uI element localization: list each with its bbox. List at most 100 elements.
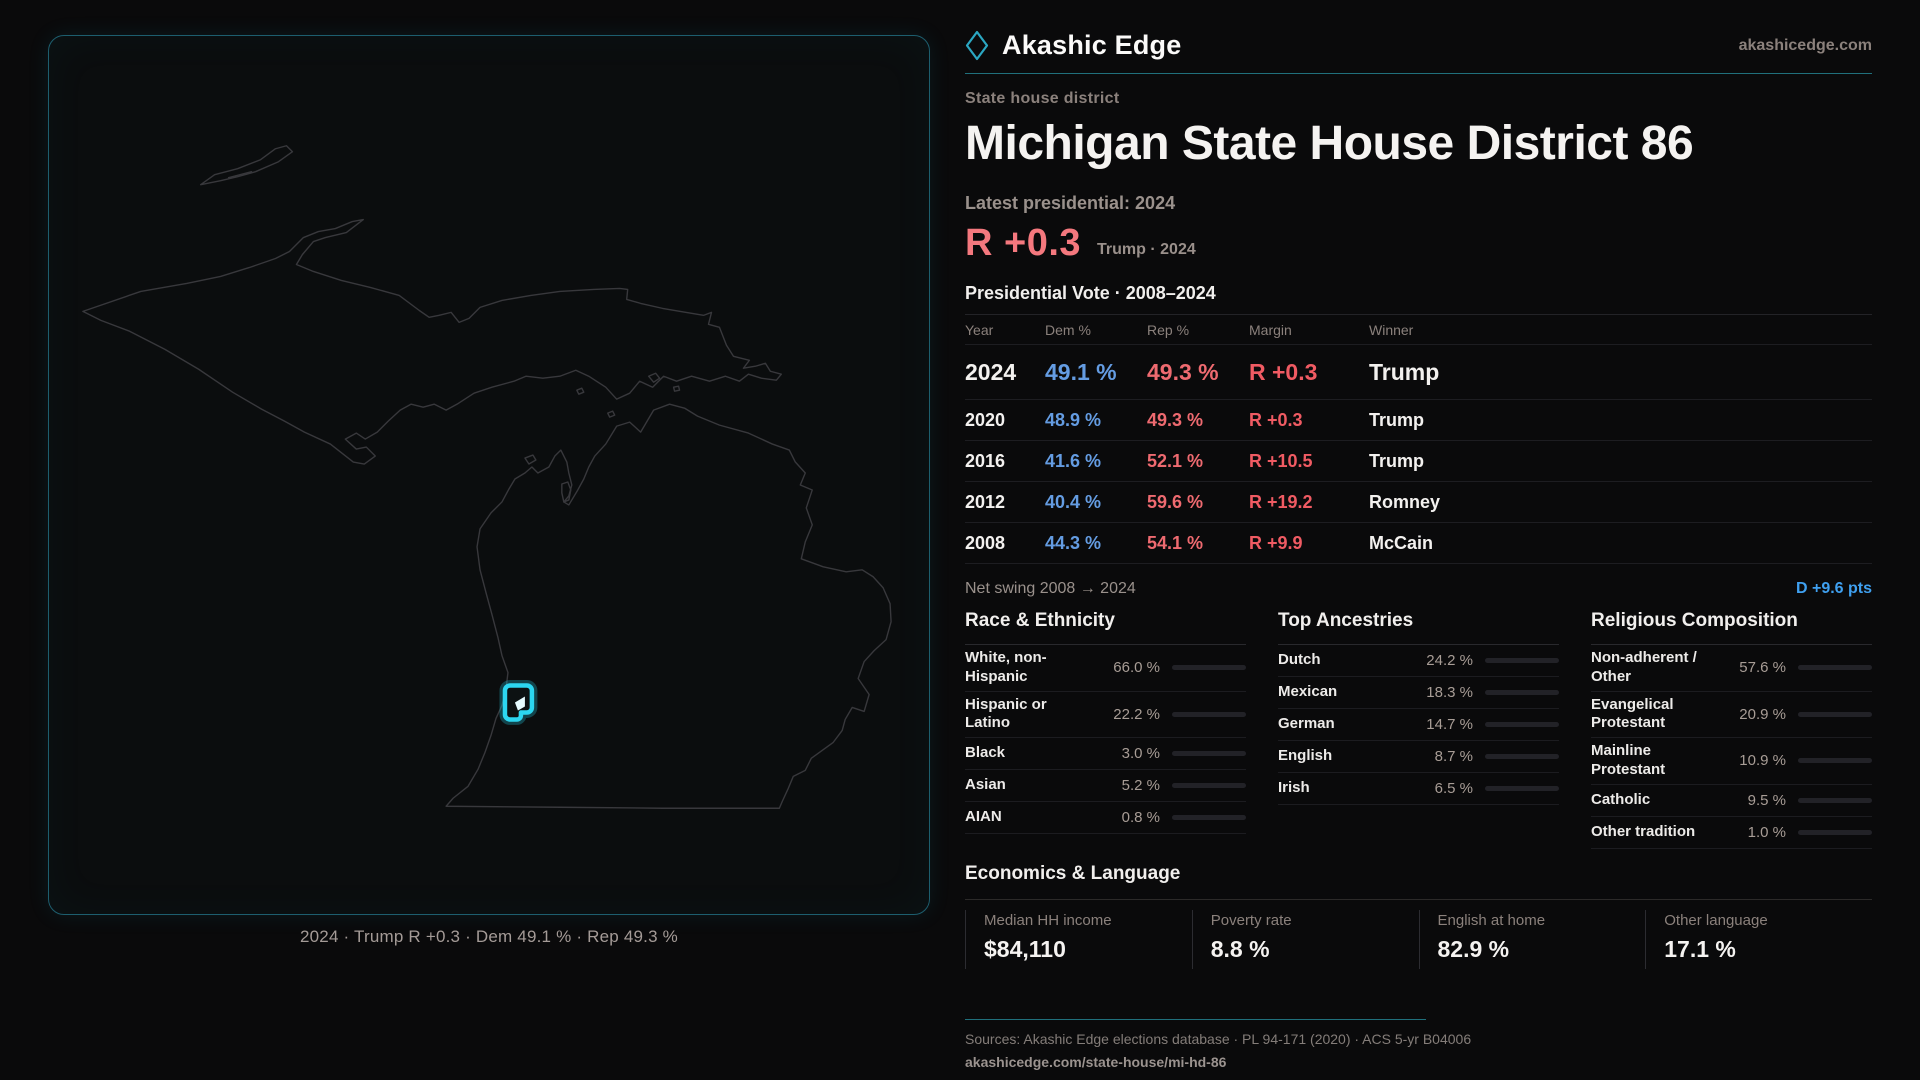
ancestry-row-value: 6.5 % bbox=[1434, 780, 1473, 797]
cell-dem: 41.6 % bbox=[1045, 450, 1102, 471]
cell-year: 2020 bbox=[965, 409, 1006, 430]
bar-track bbox=[1798, 758, 1872, 764]
cell-year: 2012 bbox=[965, 491, 1006, 512]
table-row: 2020 48.9 % 49.3 % R +0.3 Trump bbox=[965, 400, 1872, 441]
list-item: Mainline Protestant 10.9 % bbox=[1591, 738, 1872, 785]
race-row-label: Hispanic or Latino bbox=[965, 695, 1047, 732]
ancestry-row-label: English bbox=[1278, 747, 1333, 765]
race-title: Race & Ethnicity bbox=[965, 610, 1246, 645]
stat-cell: Poverty rate 8.8 % bbox=[1191, 909, 1419, 969]
religion-row-value: 20.9 % bbox=[1739, 705, 1786, 723]
list-item: White, non-Hispanic 66.0 % bbox=[965, 645, 1246, 692]
economics-title: Economics & Language bbox=[965, 862, 1181, 884]
stat-value: $84,110 bbox=[984, 935, 1066, 962]
michigan-map[interactable] bbox=[49, 36, 929, 914]
religion-row-label: Mainline Protestant bbox=[1591, 742, 1666, 778]
bar-track bbox=[1172, 665, 1246, 671]
demographics-columns: Race & Ethnicity White, non-Hispanic 66.… bbox=[965, 610, 1872, 849]
bar-track bbox=[1172, 711, 1246, 717]
religion-row-value: 57.6 % bbox=[1739, 659, 1786, 677]
ancestry-column: Top Ancestries Dutch 24.2 % Mexican 18.3… bbox=[1278, 610, 1559, 849]
list-item: Dutch 24.2 % bbox=[1278, 645, 1559, 677]
cell-rep: 54.1 % bbox=[1147, 532, 1204, 553]
cell-dem: 49.1 % bbox=[1045, 358, 1117, 385]
religion-title: Religious Composition bbox=[1591, 610, 1872, 645]
detail-panel: Akashic Edge akashicedge.com State house… bbox=[965, 0, 1872, 1072]
permalink[interactable]: akashicedge.com/state-house/mi-hd-86 bbox=[965, 1053, 1227, 1070]
race-row-label: White, non-Hispanic bbox=[965, 649, 1047, 685]
cell-margin: R +0.3 bbox=[1249, 409, 1303, 430]
vote-table: Year Dem % Rep % Margin Winner 2024 49.1… bbox=[965, 314, 1872, 564]
ancestry-row-label: Dutch bbox=[1278, 651, 1321, 669]
col-header-dem: Dem % bbox=[1045, 321, 1091, 338]
sources-text: Sources: Akashic Edge elections database… bbox=[965, 1030, 1472, 1047]
table-row: 2012 40.4 % 59.6 % R +19.2 Romney bbox=[965, 482, 1872, 523]
religion-row-label: Evangelical Protestant bbox=[1591, 695, 1674, 732]
net-swing-row: Net swing 2008 → 2024 D +9.6 pts bbox=[965, 580, 1872, 598]
district-marker[interactable] bbox=[499, 680, 538, 725]
ancestry-row-label: Mexican bbox=[1278, 683, 1338, 701]
table-row: 2008 44.3 % 54.1 % R +9.9 McCain bbox=[965, 523, 1872, 564]
col-header-year: Year bbox=[965, 321, 994, 338]
cell-winner: Trump bbox=[1369, 358, 1440, 385]
upper-peninsula-outline bbox=[82, 218, 783, 465]
bar-track bbox=[1172, 815, 1246, 820]
header-divider bbox=[965, 73, 1872, 74]
site-link[interactable]: akashicedge.com bbox=[1738, 36, 1872, 54]
cell-margin: R +19.2 bbox=[1249, 491, 1313, 512]
list-item: Asian 5.2 % bbox=[965, 770, 1246, 802]
list-item: AIAN 0.8 % bbox=[965, 802, 1246, 834]
cell-margin: R +9.9 bbox=[1249, 532, 1303, 553]
net-swing-label: Net swing 2008 → 2024 bbox=[965, 580, 1136, 597]
ancestry-row-label: German bbox=[1278, 715, 1335, 733]
vote-table-header: Year Dem % Rep % Margin Winner bbox=[965, 315, 1872, 345]
bar-track bbox=[1485, 690, 1559, 695]
ancestry-row-label: Irish bbox=[1278, 779, 1310, 797]
race-row-value: 66.0 % bbox=[1113, 659, 1160, 677]
margin-stat-sub: Trump · 2024 bbox=[1097, 241, 1196, 258]
bar-track bbox=[1485, 754, 1559, 759]
brand-diamond-icon bbox=[965, 30, 989, 61]
bar-track bbox=[1485, 786, 1559, 791]
cell-rep: 49.3 % bbox=[1147, 409, 1204, 430]
cell-rep: 52.1 % bbox=[1147, 450, 1204, 471]
cell-dem: 44.3 % bbox=[1045, 532, 1102, 553]
cell-dem: 40.4 % bbox=[1045, 491, 1102, 512]
lower-peninsula-outline bbox=[445, 403, 892, 809]
stat-label: Poverty rate bbox=[1210, 911, 1292, 929]
religion-row-value: 1.0 % bbox=[1747, 823, 1786, 841]
list-item: Non-adherent / Other 57.6 % bbox=[1591, 645, 1872, 692]
header: Akashic Edge akashicedge.com bbox=[965, 0, 1872, 61]
bar-track bbox=[1172, 751, 1246, 756]
net-swing-value: D +9.6 pts bbox=[1795, 580, 1872, 597]
ancestry-row-value: 14.7 % bbox=[1426, 716, 1473, 733]
ancestry-row-value: 18.3 % bbox=[1426, 684, 1473, 701]
list-item: Other tradition 1.0 % bbox=[1591, 817, 1872, 849]
religion-row-label: Catholic bbox=[1591, 790, 1651, 808]
cell-year: 2008 bbox=[965, 532, 1006, 553]
margin-stat: R +0.3 bbox=[965, 222, 1082, 264]
religion-row-value: 10.9 % bbox=[1739, 752, 1786, 770]
economics-stats: Median HH income $84,110 Poverty rate 8.… bbox=[965, 909, 1872, 969]
table-row: 2016 41.6 % 52.1 % R +10.5 Trump bbox=[965, 441, 1872, 482]
bar-track bbox=[1798, 665, 1872, 671]
race-row-value: 5.2 % bbox=[1121, 777, 1160, 794]
stat-cell: Other language 17.1 % bbox=[1645, 909, 1872, 969]
list-item: Catholic 9.5 % bbox=[1591, 785, 1872, 817]
economics-divider bbox=[965, 898, 1872, 900]
bar-track bbox=[1798, 797, 1872, 803]
stat-value: 82.9 % bbox=[1437, 935, 1510, 962]
religion-row-label: Other tradition bbox=[1591, 822, 1696, 840]
race-row-value: 22.2 % bbox=[1113, 705, 1160, 723]
race-column: Race & Ethnicity White, non-Hispanic 66.… bbox=[965, 610, 1246, 849]
map-panel bbox=[48, 35, 930, 915]
stat-value: 8.8 % bbox=[1210, 935, 1270, 962]
brand-name: Akashic Edge bbox=[1002, 30, 1182, 60]
bar-track bbox=[1172, 783, 1246, 788]
table-row: 2024 49.1 % 49.3 % R +0.3 Trump bbox=[965, 345, 1872, 400]
map-caption: 2024 · Trump R +0.3 · Dem 49.1 % · Rep 4… bbox=[300, 927, 678, 946]
race-row-label: Black bbox=[965, 744, 1006, 762]
col-header-margin: Margin bbox=[1249, 321, 1292, 338]
bar-track bbox=[1485, 722, 1559, 727]
col-header-winner: Winner bbox=[1369, 321, 1414, 338]
